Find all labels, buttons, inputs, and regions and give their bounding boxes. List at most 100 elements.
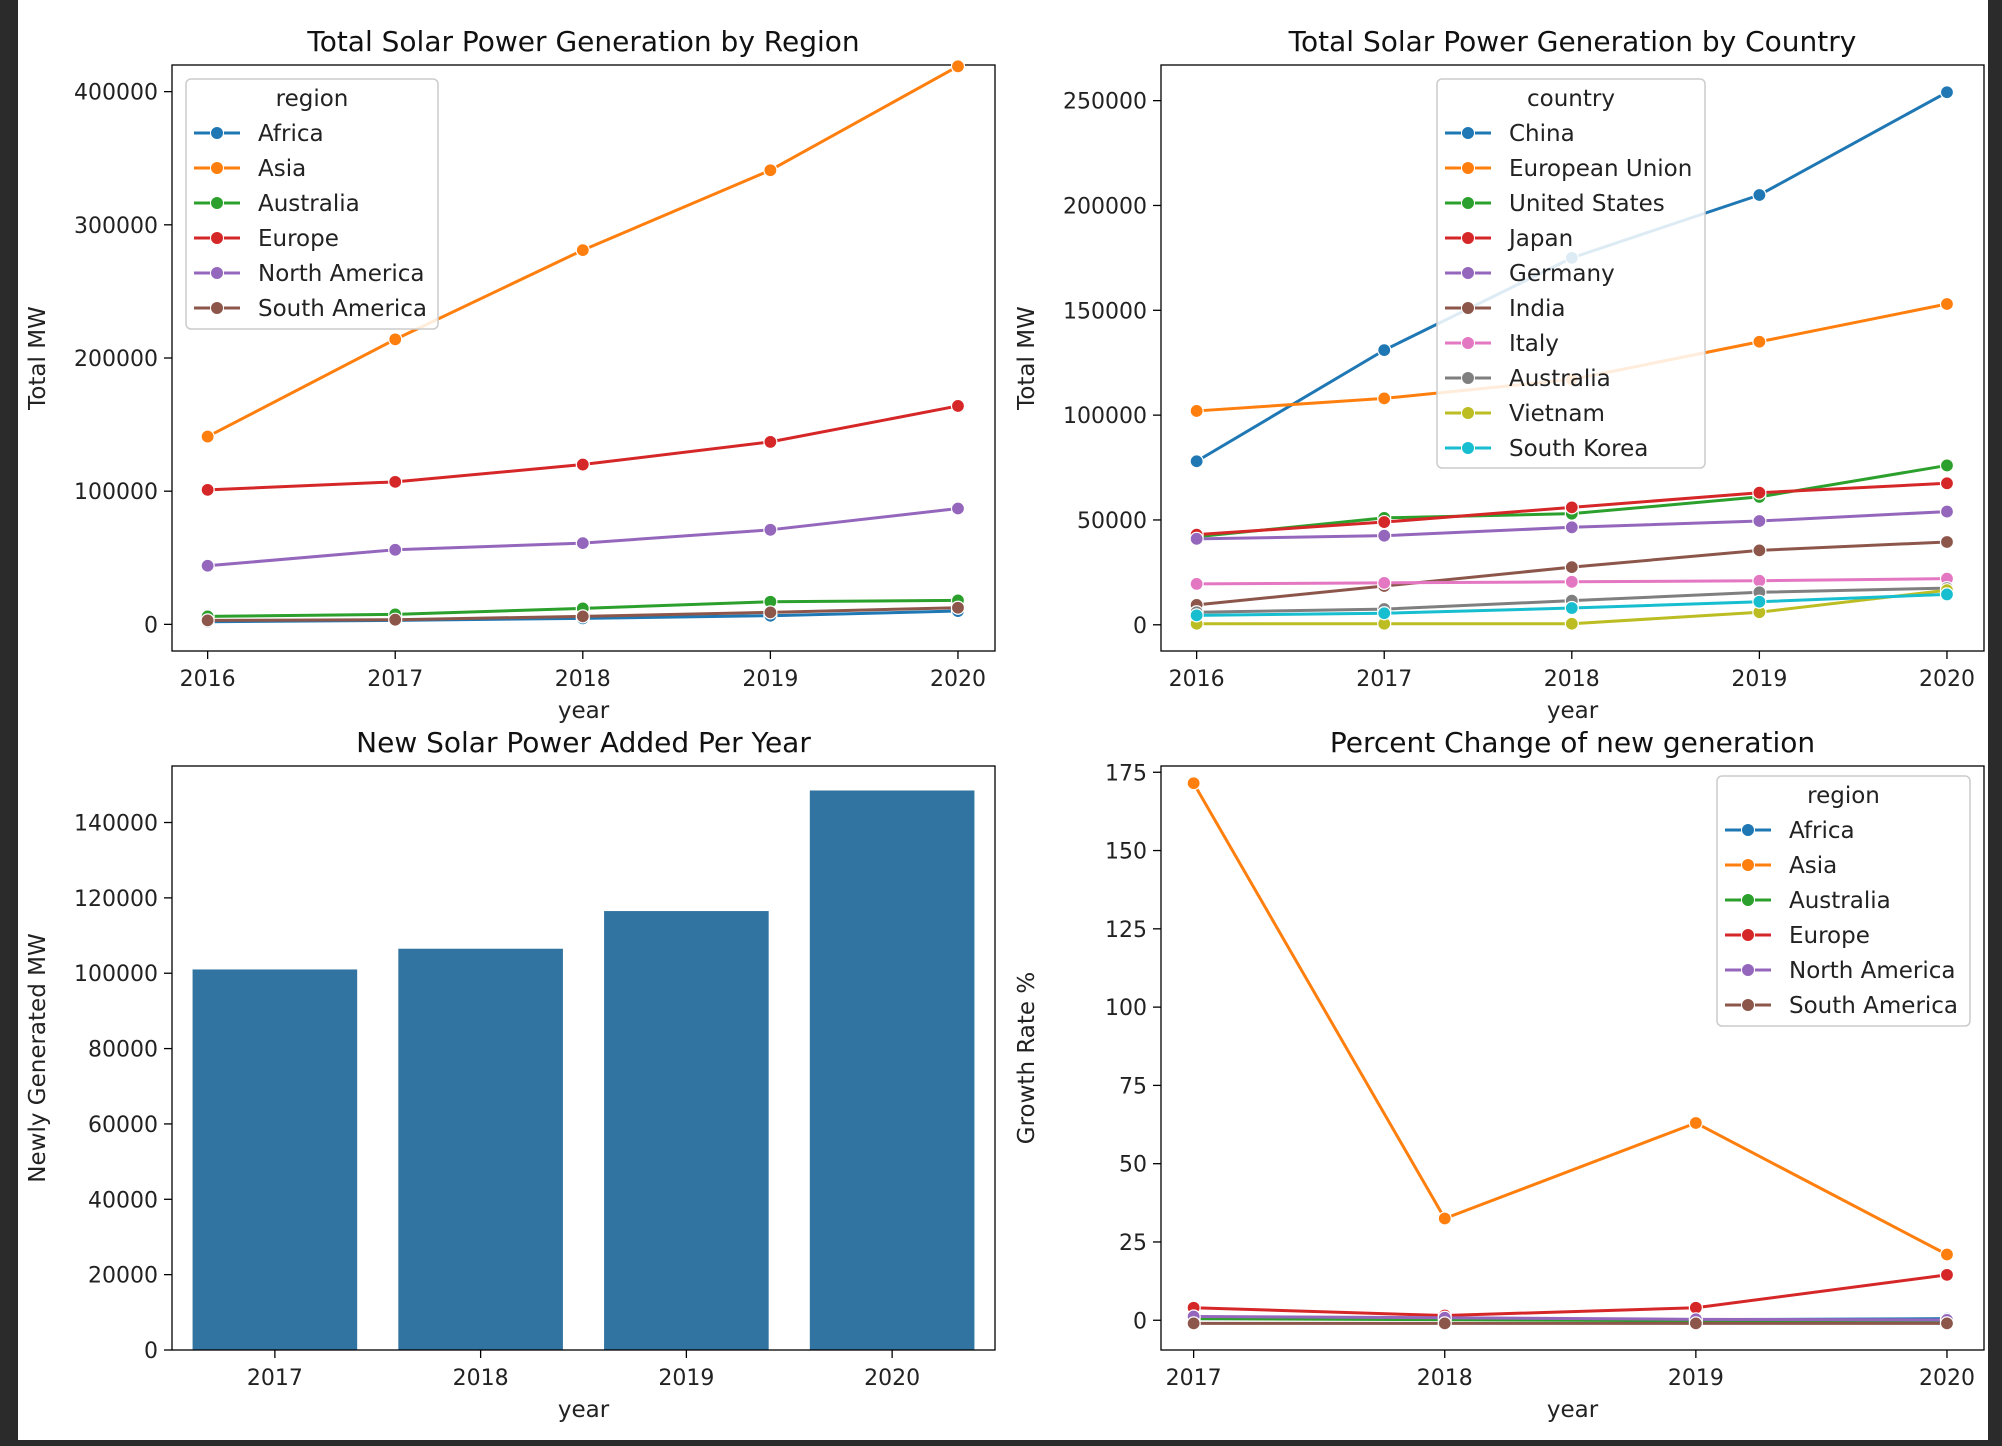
- data-point: [1186, 1316, 1201, 1331]
- y-tick-label: 0: [144, 1339, 158, 1364]
- data-point: [575, 536, 590, 551]
- data-point: [1437, 1211, 1452, 1226]
- legend-item: China: [1445, 121, 1575, 147]
- legend-title: country: [1527, 86, 1615, 112]
- legend-marker: [1741, 893, 1755, 907]
- bar: [192, 969, 358, 1350]
- legend-marker: [1461, 161, 1475, 175]
- legend-title: region: [276, 86, 349, 112]
- data-point: [1186, 776, 1201, 791]
- y-tick-label: 300000: [74, 214, 158, 239]
- data-point: [1564, 616, 1579, 631]
- data-point: [200, 429, 215, 444]
- data-point: [763, 605, 778, 620]
- data-point: [1688, 1316, 1703, 1331]
- legend-item: Italy: [1445, 331, 1559, 357]
- legend-box: [185, 78, 439, 330]
- legend-item: Australia: [1725, 888, 1891, 914]
- legend: country China European Union United States J…: [1436, 78, 1706, 469]
- legend-label: North America: [1789, 958, 1956, 984]
- y-tick-label: 25: [1119, 1231, 1147, 1256]
- chart-title: Total Solar Power Generation by Region: [306, 25, 859, 58]
- legend-box: [1436, 78, 1706, 469]
- series-south-korea: [1189, 587, 1955, 623]
- data-point: [1688, 1115, 1703, 1131]
- data-point: [1939, 587, 1955, 602]
- y-tick-label: 120000: [74, 887, 158, 912]
- legend-label: South America: [258, 296, 427, 322]
- legend-marker: [1461, 126, 1475, 140]
- y-tick-label: 150: [1105, 840, 1147, 865]
- data-point: [1752, 594, 1767, 609]
- x-tick-label: 2019: [1668, 1366, 1724, 1391]
- legend-label: United States: [1509, 191, 1665, 217]
- line-chart-c1: Total Solar Power Generation by Region ye…: [25, 25, 996, 724]
- y-tick-label: 80000: [88, 1038, 158, 1063]
- legend-label: India: [1509, 296, 1565, 322]
- legend-label: Italy: [1509, 331, 1559, 357]
- data-point: [1939, 296, 1955, 312]
- chart-title: Total Solar Power Generation by Country: [1288, 25, 1857, 58]
- data-point: [1377, 606, 1392, 621]
- legend-item: Australia: [194, 191, 360, 217]
- y-tick-label: 50000: [1077, 509, 1147, 534]
- bar: [809, 790, 975, 1350]
- legend-label: Asia: [1789, 853, 1837, 879]
- data-point: [763, 163, 778, 178]
- legend-item: Africa: [194, 121, 324, 147]
- y-tick-label: 400000: [74, 81, 158, 106]
- legend-label: Africa: [258, 121, 324, 147]
- x-tick-label: 2016: [180, 667, 236, 692]
- data-point: [1939, 476, 1955, 491]
- legend-marker: [210, 161, 224, 175]
- data-point: [1564, 574, 1579, 589]
- data-point: [1752, 543, 1767, 558]
- y-tick-label: 125: [1105, 918, 1147, 943]
- y-tick-label: 100000: [1063, 404, 1147, 429]
- legend-marker: [1741, 823, 1755, 837]
- data-point: [1189, 454, 1204, 469]
- legend-item: South America: [1725, 993, 1958, 1019]
- data-point: [1189, 608, 1204, 623]
- axes-frame: [171, 765, 996, 1351]
- data-point: [1189, 403, 1204, 419]
- bar-chart-c3: New Solar Power Added Per Year year Newly …: [25, 726, 996, 1423]
- chart-title: New Solar Power Added Per Year: [356, 726, 811, 759]
- data-point: [200, 482, 215, 497]
- data-point: [1752, 187, 1767, 203]
- data-point: [950, 600, 966, 615]
- x-axis-label: year: [558, 698, 610, 724]
- x-tick-label: 2020: [1919, 1366, 1975, 1391]
- legend-marker: [210, 196, 224, 210]
- x-tick-label: 2017: [247, 1366, 303, 1391]
- legend-marker: [1741, 858, 1755, 872]
- data-point: [1939, 1247, 1955, 1262]
- data-point: [1752, 485, 1767, 500]
- legend-marker: [210, 231, 224, 245]
- legend-marker: [1461, 231, 1475, 245]
- bar: [398, 948, 563, 1350]
- legend-label: Africa: [1789, 818, 1855, 844]
- legend-marker: [1461, 266, 1475, 280]
- data-point: [950, 501, 966, 516]
- series-europe: [200, 398, 966, 497]
- legend-label: Japan: [1507, 226, 1573, 252]
- legend-item: India: [1445, 296, 1565, 322]
- legend-marker: [1461, 196, 1475, 210]
- x-tick-label: 2019: [742, 667, 798, 692]
- legend-marker: [1461, 301, 1475, 315]
- axes-frame: [1160, 765, 1985, 1351]
- line-chart-c4: Percent Change of new generation year Grow…: [1014, 726, 1985, 1423]
- legend-marker: [210, 126, 224, 140]
- legend-item: Japan: [1445, 226, 1573, 252]
- series-line: [1192, 782, 1948, 1256]
- x-tick-label: 2018: [453, 1366, 509, 1391]
- y-axis-label: Growth Rate %: [1014, 972, 1040, 1144]
- data-point: [1939, 1267, 1955, 1282]
- bar: [604, 911, 769, 1350]
- legend-marker: [1461, 441, 1475, 455]
- legend-marker: [1741, 928, 1755, 942]
- legend-label: Asia: [258, 156, 306, 182]
- data-point: [1939, 458, 1955, 473]
- data-point: [1377, 514, 1392, 530]
